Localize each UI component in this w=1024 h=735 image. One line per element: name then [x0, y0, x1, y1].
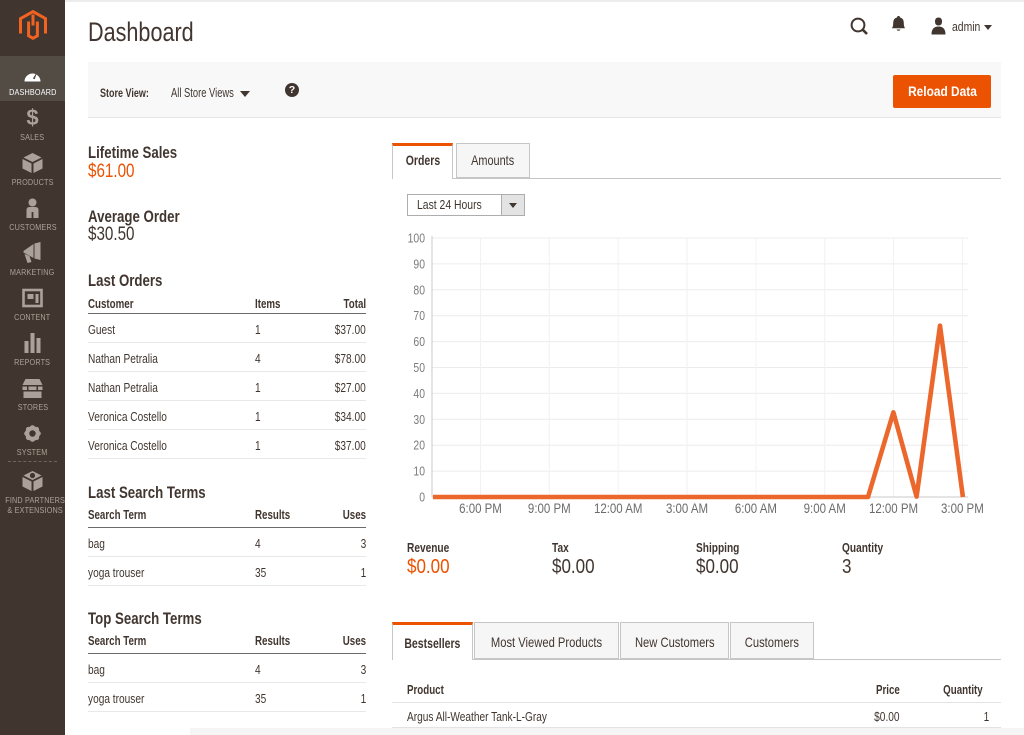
svg-text:9:00 PM: 9:00 PM: [528, 500, 571, 516]
svg-text:50: 50: [413, 361, 425, 375]
svg-text:10: 10: [413, 465, 425, 479]
svg-text:12:00 AM: 12:00 AM: [594, 500, 642, 516]
svg-text:90: 90: [413, 257, 425, 271]
svg-text:30: 30: [413, 413, 425, 427]
svg-text:3:00 AM: 3:00 AM: [666, 500, 708, 516]
svg-text:20: 20: [413, 439, 425, 453]
svg-text:3:00 PM: 3:00 PM: [941, 500, 984, 516]
svg-text:6:00 PM: 6:00 PM: [459, 500, 502, 516]
svg-text:12:00 PM: 12:00 PM: [869, 500, 918, 516]
svg-text:60: 60: [413, 335, 425, 349]
svg-text:9:00 AM: 9:00 AM: [804, 500, 846, 516]
svg-text:70: 70: [413, 309, 425, 323]
svg-text:80: 80: [413, 283, 425, 297]
svg-text:40: 40: [413, 387, 425, 401]
svg-text:100: 100: [408, 231, 426, 245]
svg-text:6:00 AM: 6:00 AM: [735, 500, 777, 516]
svg-text:0: 0: [419, 490, 425, 504]
